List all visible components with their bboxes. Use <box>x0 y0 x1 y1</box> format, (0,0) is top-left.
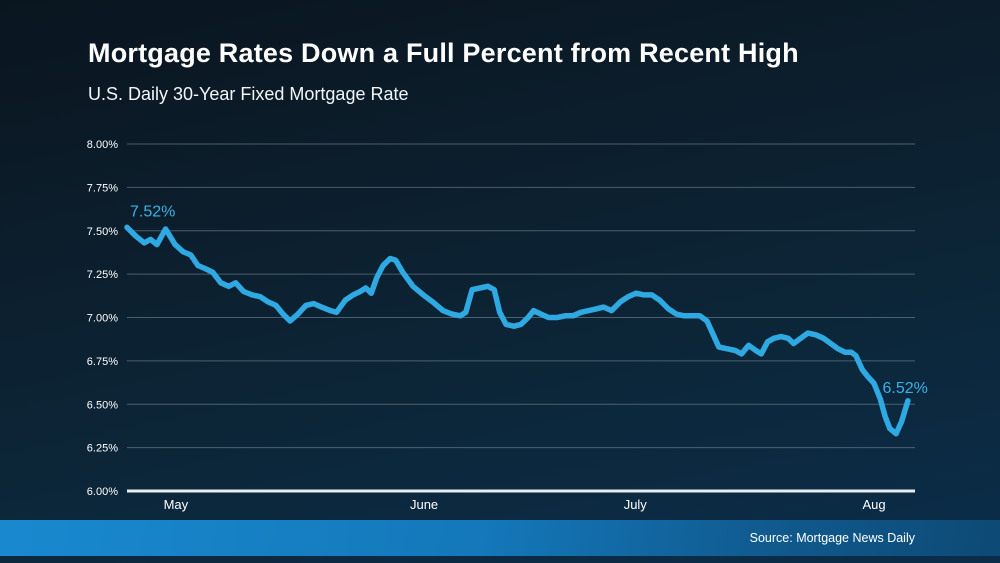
rate-line <box>124 224 911 437</box>
x-tick-label: June <box>410 497 438 512</box>
y-tick-label: 6.50% <box>87 399 118 411</box>
y-tick-label: 6.75% <box>87 356 118 368</box>
chart-title: Mortgage Rates Down a Full Percent from … <box>88 38 799 68</box>
x-tick-label: July <box>624 497 648 512</box>
y-tick-label: 7.75% <box>87 182 118 194</box>
y-tick-label: 6.00% <box>87 486 118 498</box>
source-attribution-bar: Source: Mortgage News Daily <box>0 520 1000 556</box>
y-tick-label: 8.00% <box>87 139 118 151</box>
start-value-label: 7.52% <box>130 203 175 220</box>
source-text: Source: Mortgage News Daily <box>749 531 915 545</box>
y-tick-label: 7.50% <box>87 226 118 238</box>
x-tick-label: Aug <box>862 497 885 512</box>
y-tick-label: 7.00% <box>87 313 118 325</box>
x-tick-label: May <box>164 497 189 512</box>
chart-subtitle: U.S. Daily 30-Year Fixed Mortgage Rate <box>88 84 409 104</box>
y-tick-label: 6.25% <box>87 443 118 455</box>
end-value-label: 6.52% <box>883 380 928 397</box>
y-tick-label: 7.25% <box>87 269 118 281</box>
